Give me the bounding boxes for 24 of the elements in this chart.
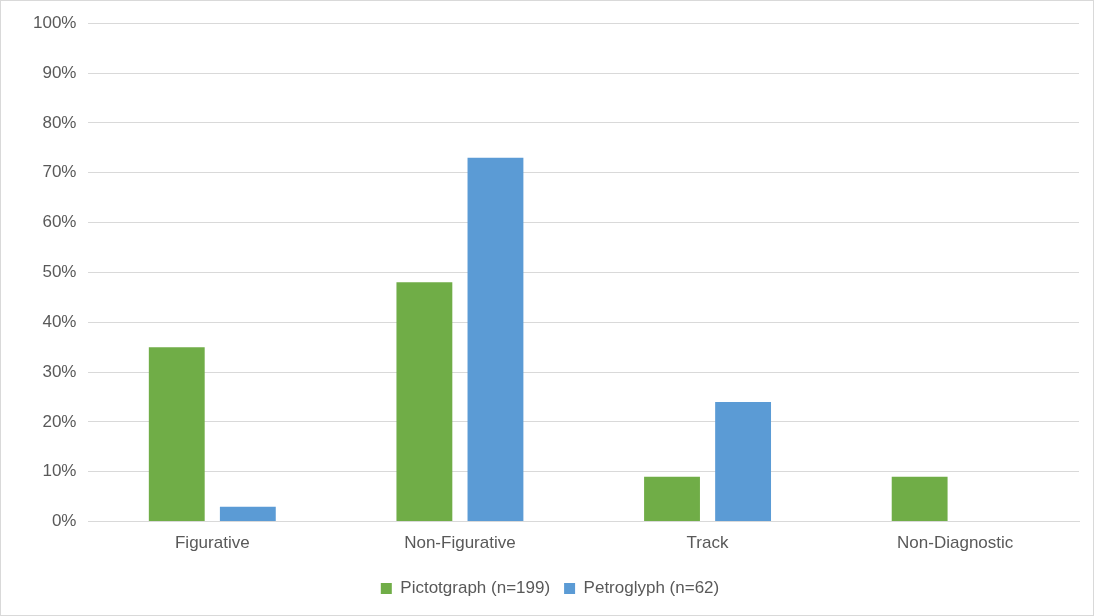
bar <box>891 476 948 522</box>
bar <box>644 476 700 522</box>
y-tick-label: 100% <box>33 12 77 32</box>
bar <box>148 347 205 522</box>
bar <box>396 282 453 522</box>
y-tick-label: 50% <box>42 262 77 282</box>
bar <box>467 157 524 522</box>
legend-label: Petroglyph (n=62) <box>583 578 720 598</box>
y-tick-label: 10% <box>42 461 77 481</box>
bar <box>219 506 276 522</box>
x-tick-label: Figurative <box>174 533 250 553</box>
legend-label: Pictotgraph (n=199) <box>400 578 551 598</box>
x-tick-label: Non-Diagnostic <box>897 533 1014 553</box>
y-tick-label: 40% <box>42 311 77 331</box>
x-tick-label: Track <box>686 533 729 553</box>
y-tick-label: 80% <box>42 112 77 132</box>
y-tick-label: 90% <box>42 62 77 82</box>
y-tick-label: 30% <box>42 361 77 381</box>
bar <box>715 401 772 522</box>
x-tick-label: Non-Figurative <box>404 533 516 553</box>
y-tick-label: 0% <box>51 511 77 531</box>
y-tick-label: 60% <box>42 212 77 232</box>
y-tick-label: 20% <box>42 411 77 431</box>
y-tick-label: 70% <box>42 162 77 182</box>
